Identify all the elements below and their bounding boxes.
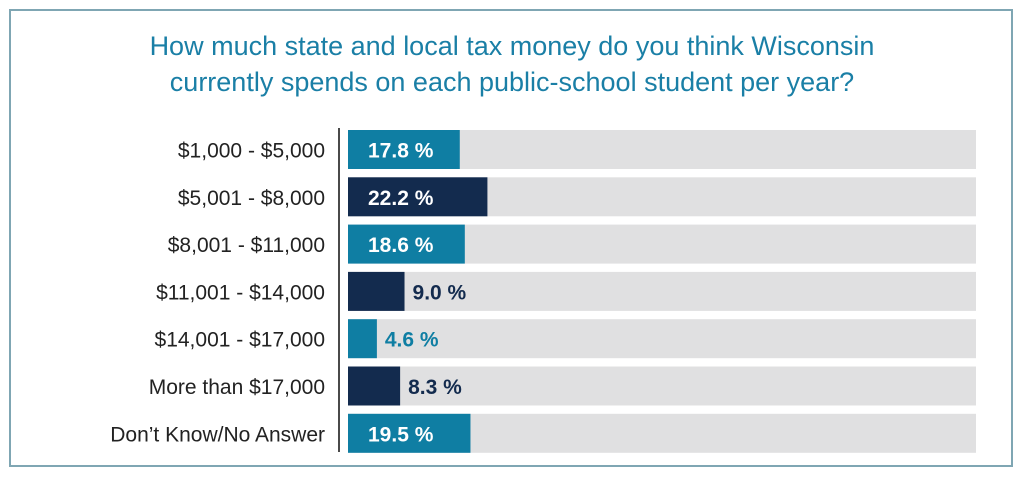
chart-title-line-2: currently spends on each public-school s…	[169, 67, 855, 97]
bar	[348, 413, 471, 453]
category-label: $5,001 - $8,000	[178, 187, 325, 210]
bar-value-label: 8.3 %	[408, 376, 462, 399]
bar	[348, 366, 401, 406]
category-label: $1,000 - $5,000	[178, 140, 325, 163]
category-label: More than $17,000	[149, 376, 325, 399]
bar-value-label: 9.0 %	[413, 281, 467, 304]
bar-value-label: 17.8 %	[368, 140, 434, 163]
category-label: Don’t Know/No Answer	[110, 423, 325, 446]
bar-value-label: 4.6 %	[385, 329, 439, 352]
bar	[348, 177, 488, 217]
category-label: $14,001 - $17,000	[155, 329, 325, 352]
chart-title: How much state and local tax money do yo…	[0, 28, 1024, 100]
bar	[348, 130, 460, 169]
chart-title-line-1: How much state and local tax money do yo…	[149, 31, 875, 61]
bar	[348, 271, 405, 311]
bar	[348, 224, 465, 264]
category-label: $8,001 - $11,000	[168, 234, 325, 257]
bar-value-label: 19.5 %	[368, 423, 434, 446]
bar-track	[348, 319, 976, 359]
bar	[348, 319, 377, 359]
bar-track	[348, 366, 976, 406]
bar-track	[348, 271, 976, 311]
bar-value-label: 22.2 %	[368, 187, 434, 210]
category-label: $11,001 - $14,000	[156, 281, 325, 304]
category-axis-line	[338, 128, 340, 452]
bar-value-label: 18.6 %	[368, 234, 434, 257]
